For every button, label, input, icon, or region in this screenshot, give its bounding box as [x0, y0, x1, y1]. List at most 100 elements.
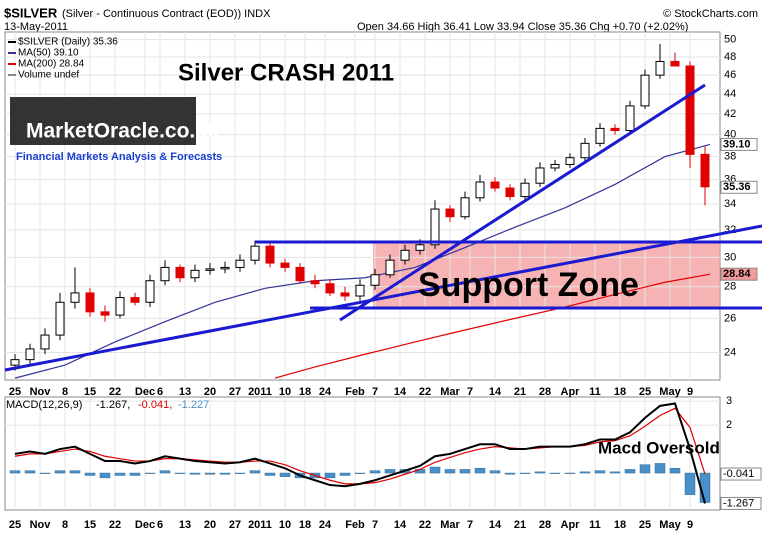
- x-tick-label: May: [659, 386, 681, 398]
- x-tick-label: 28: [539, 519, 551, 531]
- histogram-bar: [579, 471, 591, 474]
- x-tick-label: 9: [687, 386, 693, 398]
- x-tick-label: 15: [84, 519, 96, 531]
- histogram-bar: [624, 469, 636, 474]
- x-tick-label: 21: [514, 519, 526, 531]
- histogram-bar: [519, 472, 531, 474]
- candle-body: [100, 311, 110, 316]
- candle-body: [430, 208, 440, 246]
- x-tick-label: May: [659, 519, 681, 531]
- candle-body: [40, 334, 50, 350]
- x-tick-label: 25: [9, 386, 21, 398]
- trend-line: [339, 83, 706, 322]
- histogram-bar: [489, 470, 501, 474]
- credit: © StockCharts.com: [663, 8, 758, 20]
- legend-entry: MA(200) 28.84: [18, 59, 85, 70]
- candle-body: [685, 65, 695, 155]
- price-label: 35.36: [723, 181, 751, 193]
- x-tick-label: 8: [62, 386, 68, 398]
- histogram-bar: [159, 470, 171, 474]
- histogram-bar: [129, 472, 141, 476]
- candle-body: [670, 60, 680, 67]
- x-tick-label: 6: [157, 386, 163, 398]
- macd-line: [14, 402, 706, 504]
- candle-body: [340, 292, 350, 297]
- histogram-bar: [609, 471, 621, 474]
- annotation-title: Silver CRASH 2011: [178, 59, 394, 86]
- price-label-box: [720, 180, 758, 194]
- histogram-bar: [669, 468, 681, 474]
- x-tick-label: 25: [9, 519, 21, 531]
- x-tick-label: 22: [109, 519, 121, 531]
- x-tick-label: 6: [157, 519, 163, 531]
- histogram-bar: [654, 463, 666, 474]
- x-tick-label: 14: [394, 386, 407, 398]
- x-tick-label: 13: [179, 519, 191, 531]
- histogram-bar: [189, 472, 201, 475]
- x-tick-label: 10: [279, 519, 291, 531]
- y-tick-label: 46: [724, 69, 736, 81]
- histogram-bar: [564, 472, 576, 474]
- candle-body: [280, 262, 290, 268]
- x-tick-label: 24: [319, 519, 332, 531]
- y-tick-label: 38: [724, 151, 736, 163]
- candle-body: [325, 283, 335, 294]
- x-tick-label: 9: [687, 519, 693, 531]
- y-tick-label: 50: [724, 34, 736, 46]
- symbol: $SILVER: [4, 5, 58, 20]
- candle-body: [265, 245, 275, 264]
- x-tick-label: 7: [372, 386, 378, 398]
- histogram-bar: [684, 472, 696, 495]
- x-tick-label: 18: [614, 519, 626, 531]
- histogram-bar: [84, 472, 96, 476]
- histogram-bar: [534, 471, 546, 474]
- date: 13-May-2011: [4, 21, 68, 33]
- legend-entry: MA(50) 39.10: [18, 48, 79, 59]
- histogram-bar: [264, 472, 276, 476]
- candle-body: [310, 280, 320, 285]
- candle-body: [700, 153, 710, 188]
- histogram-bar: [99, 472, 111, 479]
- x-tick-label: 2011: [248, 519, 272, 531]
- candle-body: [25, 348, 35, 361]
- price-label: 39.10: [723, 138, 751, 150]
- x-tick-label: 10: [279, 386, 291, 398]
- price-panel: [4, 31, 721, 381]
- x-tick-label: 11: [589, 519, 601, 531]
- histogram-bar: [474, 468, 486, 474]
- candle-body: [70, 292, 80, 303]
- x-tick-label: 2011: [248, 386, 272, 398]
- y-tick-label: 3: [726, 395, 732, 407]
- macd-label-box: [720, 467, 762, 481]
- y-tick-label: 44: [724, 88, 736, 100]
- x-tick-label: 14: [489, 386, 502, 398]
- macd-label: -1.267: [723, 497, 754, 509]
- histogram-bar: [144, 472, 156, 474]
- trend-line: [4, 224, 762, 372]
- histogram-bar: [39, 472, 51, 474]
- x-tick-label: 25: [639, 386, 651, 398]
- histogram-bar: [339, 472, 351, 476]
- histogram-bar: [114, 472, 126, 476]
- x-tick-label: 22: [109, 386, 121, 398]
- histogram-bar: [324, 472, 336, 479]
- histogram-bar: [504, 472, 516, 475]
- price-label-box: [720, 137, 758, 151]
- x-tick-label: Nov: [30, 386, 52, 398]
- histogram-bar: [249, 470, 261, 474]
- histogram-bar: [369, 470, 381, 474]
- histogram-bar: [444, 469, 456, 474]
- histogram-bar: [54, 470, 66, 474]
- candle-body: [475, 181, 485, 199]
- x-tick-label: 11: [589, 386, 601, 398]
- x-tick-label: Dec: [135, 386, 155, 398]
- x-tick-label: 28: [539, 386, 551, 398]
- candle-body: [235, 259, 245, 268]
- macd-panel: [4, 396, 721, 511]
- candle-body: [655, 60, 665, 76]
- candle-body: [370, 274, 380, 286]
- candle-body: [550, 164, 560, 169]
- x-tick-label: Mar: [440, 519, 460, 531]
- candle-body: [55, 301, 65, 336]
- histogram-bar: [219, 472, 231, 475]
